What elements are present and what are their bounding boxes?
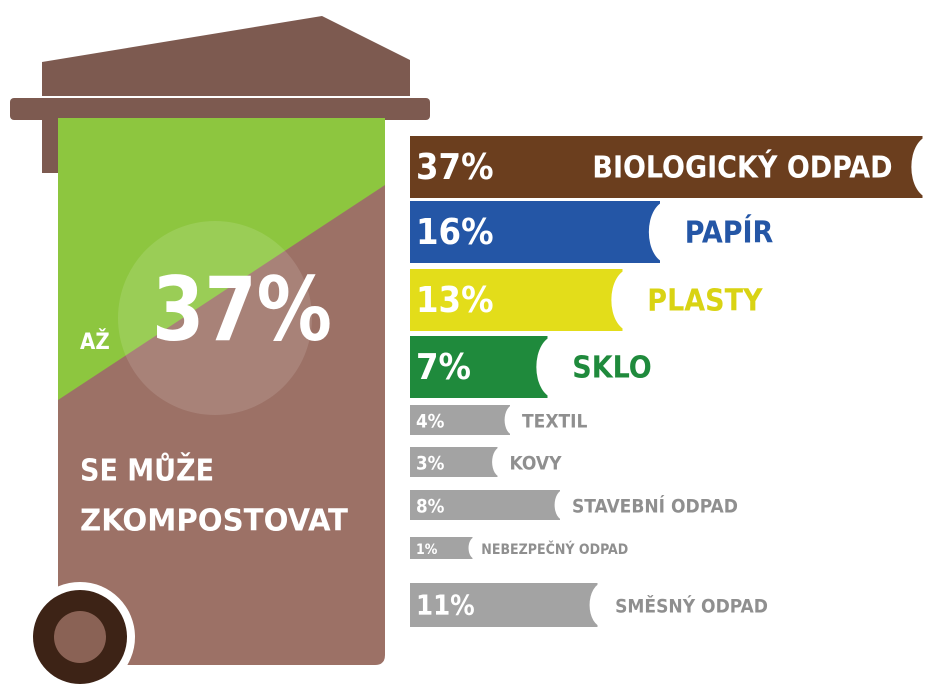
category-label: BIOLOGICKÝ ODPAD bbox=[592, 149, 892, 186]
value-label: 8% bbox=[416, 497, 445, 518]
category-label: KOVY bbox=[510, 453, 563, 475]
bin-lid bbox=[42, 16, 410, 96]
bar-notch bbox=[536, 336, 573, 398]
bar-notch bbox=[611, 269, 648, 331]
annotation-big: 37% bbox=[152, 258, 332, 361]
bar-notch bbox=[590, 583, 616, 627]
annotation: AŽ bbox=[80, 329, 110, 355]
bin: AŽ 37% SE MŮŽE ZKOMPOSTOVAT bbox=[10, 16, 430, 692]
category-label: SKLO bbox=[572, 351, 651, 386]
value-label: 13% bbox=[416, 280, 494, 321]
infographic: AŽ 37% SE MŮŽE ZKOMPOSTOVAT 37% BIOLOGICK… bbox=[0, 0, 932, 693]
bin-rim bbox=[10, 98, 430, 120]
wheel-hub bbox=[54, 611, 106, 663]
annotation: ZKOMPOSTOVAT bbox=[80, 504, 349, 539]
value-label: 16% bbox=[416, 212, 494, 253]
category-label: PAPÍR bbox=[685, 215, 774, 251]
value-label: 1% bbox=[416, 542, 438, 558]
value-label: 37% bbox=[416, 147, 494, 188]
category-label: TEXTIL bbox=[522, 411, 588, 433]
annotation: SE MŮŽE bbox=[80, 452, 214, 489]
bar-notch bbox=[649, 201, 686, 263]
bar-notch bbox=[469, 537, 482, 559]
value-label: 3% bbox=[416, 454, 445, 475]
bar-notch bbox=[492, 447, 510, 477]
value-label: 7% bbox=[416, 347, 471, 388]
category-label: PLASTY bbox=[647, 284, 763, 319]
category-label: STAVEBNÍ ODPAD bbox=[572, 495, 738, 518]
value-label: 11% bbox=[416, 591, 475, 622]
bar-notch bbox=[555, 490, 573, 520]
value-label: 4% bbox=[416, 412, 445, 433]
bar-notch bbox=[505, 405, 523, 435]
category-label: NEBEZPEČNÝ ODPAD bbox=[481, 540, 628, 558]
bin-hinge bbox=[42, 118, 58, 173]
category-label: SMĚSNÝ ODPAD bbox=[615, 594, 768, 618]
